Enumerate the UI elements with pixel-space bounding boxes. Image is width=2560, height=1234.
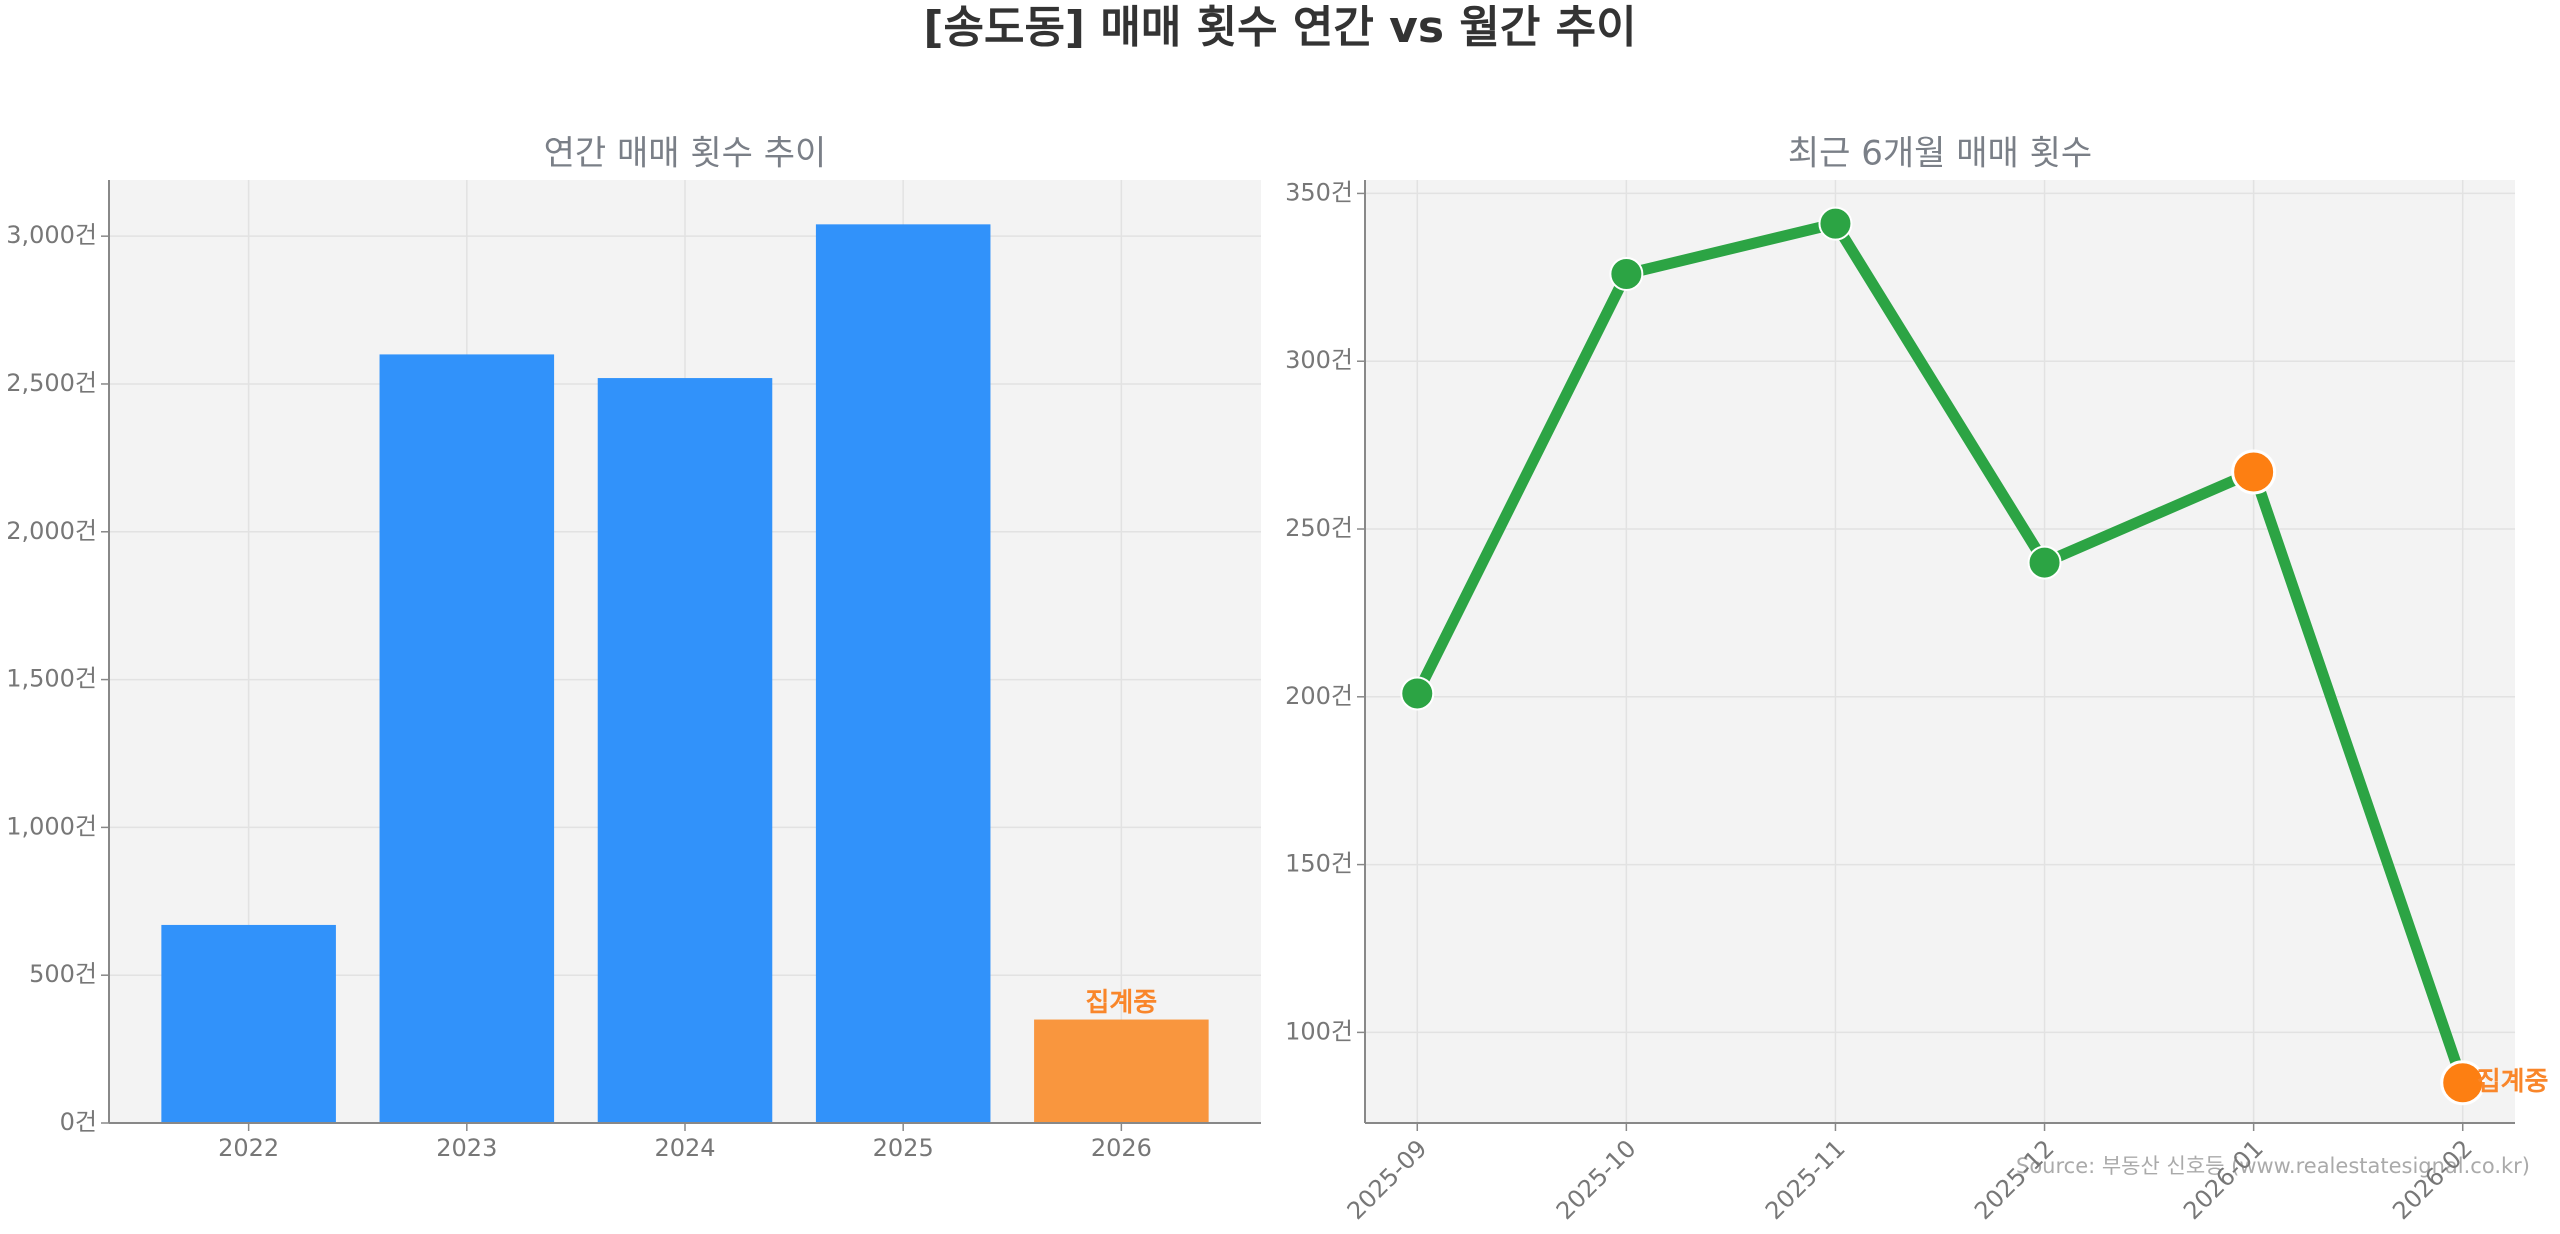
bar — [597, 378, 773, 1123]
y-tick-label: 350건 — [1285, 178, 1353, 206]
point — [1400, 676, 1435, 711]
plot-area — [1365, 180, 2515, 1123]
x-tick-label: 2026 — [1091, 1134, 1152, 1162]
point — [2027, 545, 2062, 580]
x-tick-label: 2025-12 — [1969, 1134, 2060, 1225]
y-tick-label: 200건 — [1285, 682, 1353, 710]
bar — [1034, 1019, 1209, 1123]
y-tick-label: 2,000건 — [6, 517, 97, 545]
point — [1609, 256, 1644, 291]
x-tick-label: 2024 — [654, 1134, 715, 1162]
subplot-title: 연간 매매 횟수 추이 — [544, 134, 827, 174]
point — [2231, 449, 2277, 495]
y-tick-label: 1,500건 — [6, 665, 97, 693]
y-tick-label: 150건 — [1285, 850, 1353, 878]
y-tick-label: 500건 — [29, 960, 97, 988]
x-tick-label: 2025-11 — [1760, 1134, 1851, 1225]
line — [1412, 218, 2468, 1085]
annotation: 집계중 — [1085, 988, 1157, 1018]
bar — [161, 924, 336, 1123]
x-tick-label: 2025-09 — [1342, 1134, 1433, 1225]
x-tick-label: 2025-10 — [1551, 1134, 1642, 1225]
point — [1818, 206, 1853, 241]
x-tick-label: 2026-01 — [2178, 1134, 2269, 1225]
subplot-title: 최근 6개월 매매 횟수 — [1788, 134, 2092, 174]
y-tick-label: 100건 — [1285, 1017, 1353, 1045]
y-tick-label: 250건 — [1285, 514, 1353, 542]
y-tick-label: 300건 — [1285, 346, 1353, 374]
figure-title: [송도동] 매매 횟수 연간 vs 월간 추이 — [923, 2, 1636, 53]
x-tick-label: 2023 — [436, 1134, 497, 1162]
bar — [379, 354, 555, 1123]
y-tick-label: 1,000건 — [6, 812, 97, 840]
source-note: Source: 부동산 신호등 (www.realestatesignal.co… — [2016, 1154, 2530, 1178]
y-tick-label: 3,000건 — [6, 221, 97, 249]
y-tick-label: 2,500건 — [6, 369, 97, 397]
x-tick-label: 2026-02 — [2387, 1134, 2478, 1225]
annotation: 집계중 — [2477, 1067, 2549, 1097]
point — [2440, 1060, 2486, 1106]
bar — [815, 224, 991, 1124]
y-tick-label: 0건 — [60, 1108, 97, 1136]
x-tick-label: 2025 — [873, 1134, 934, 1162]
x-tick-label: 2022 — [218, 1134, 279, 1162]
